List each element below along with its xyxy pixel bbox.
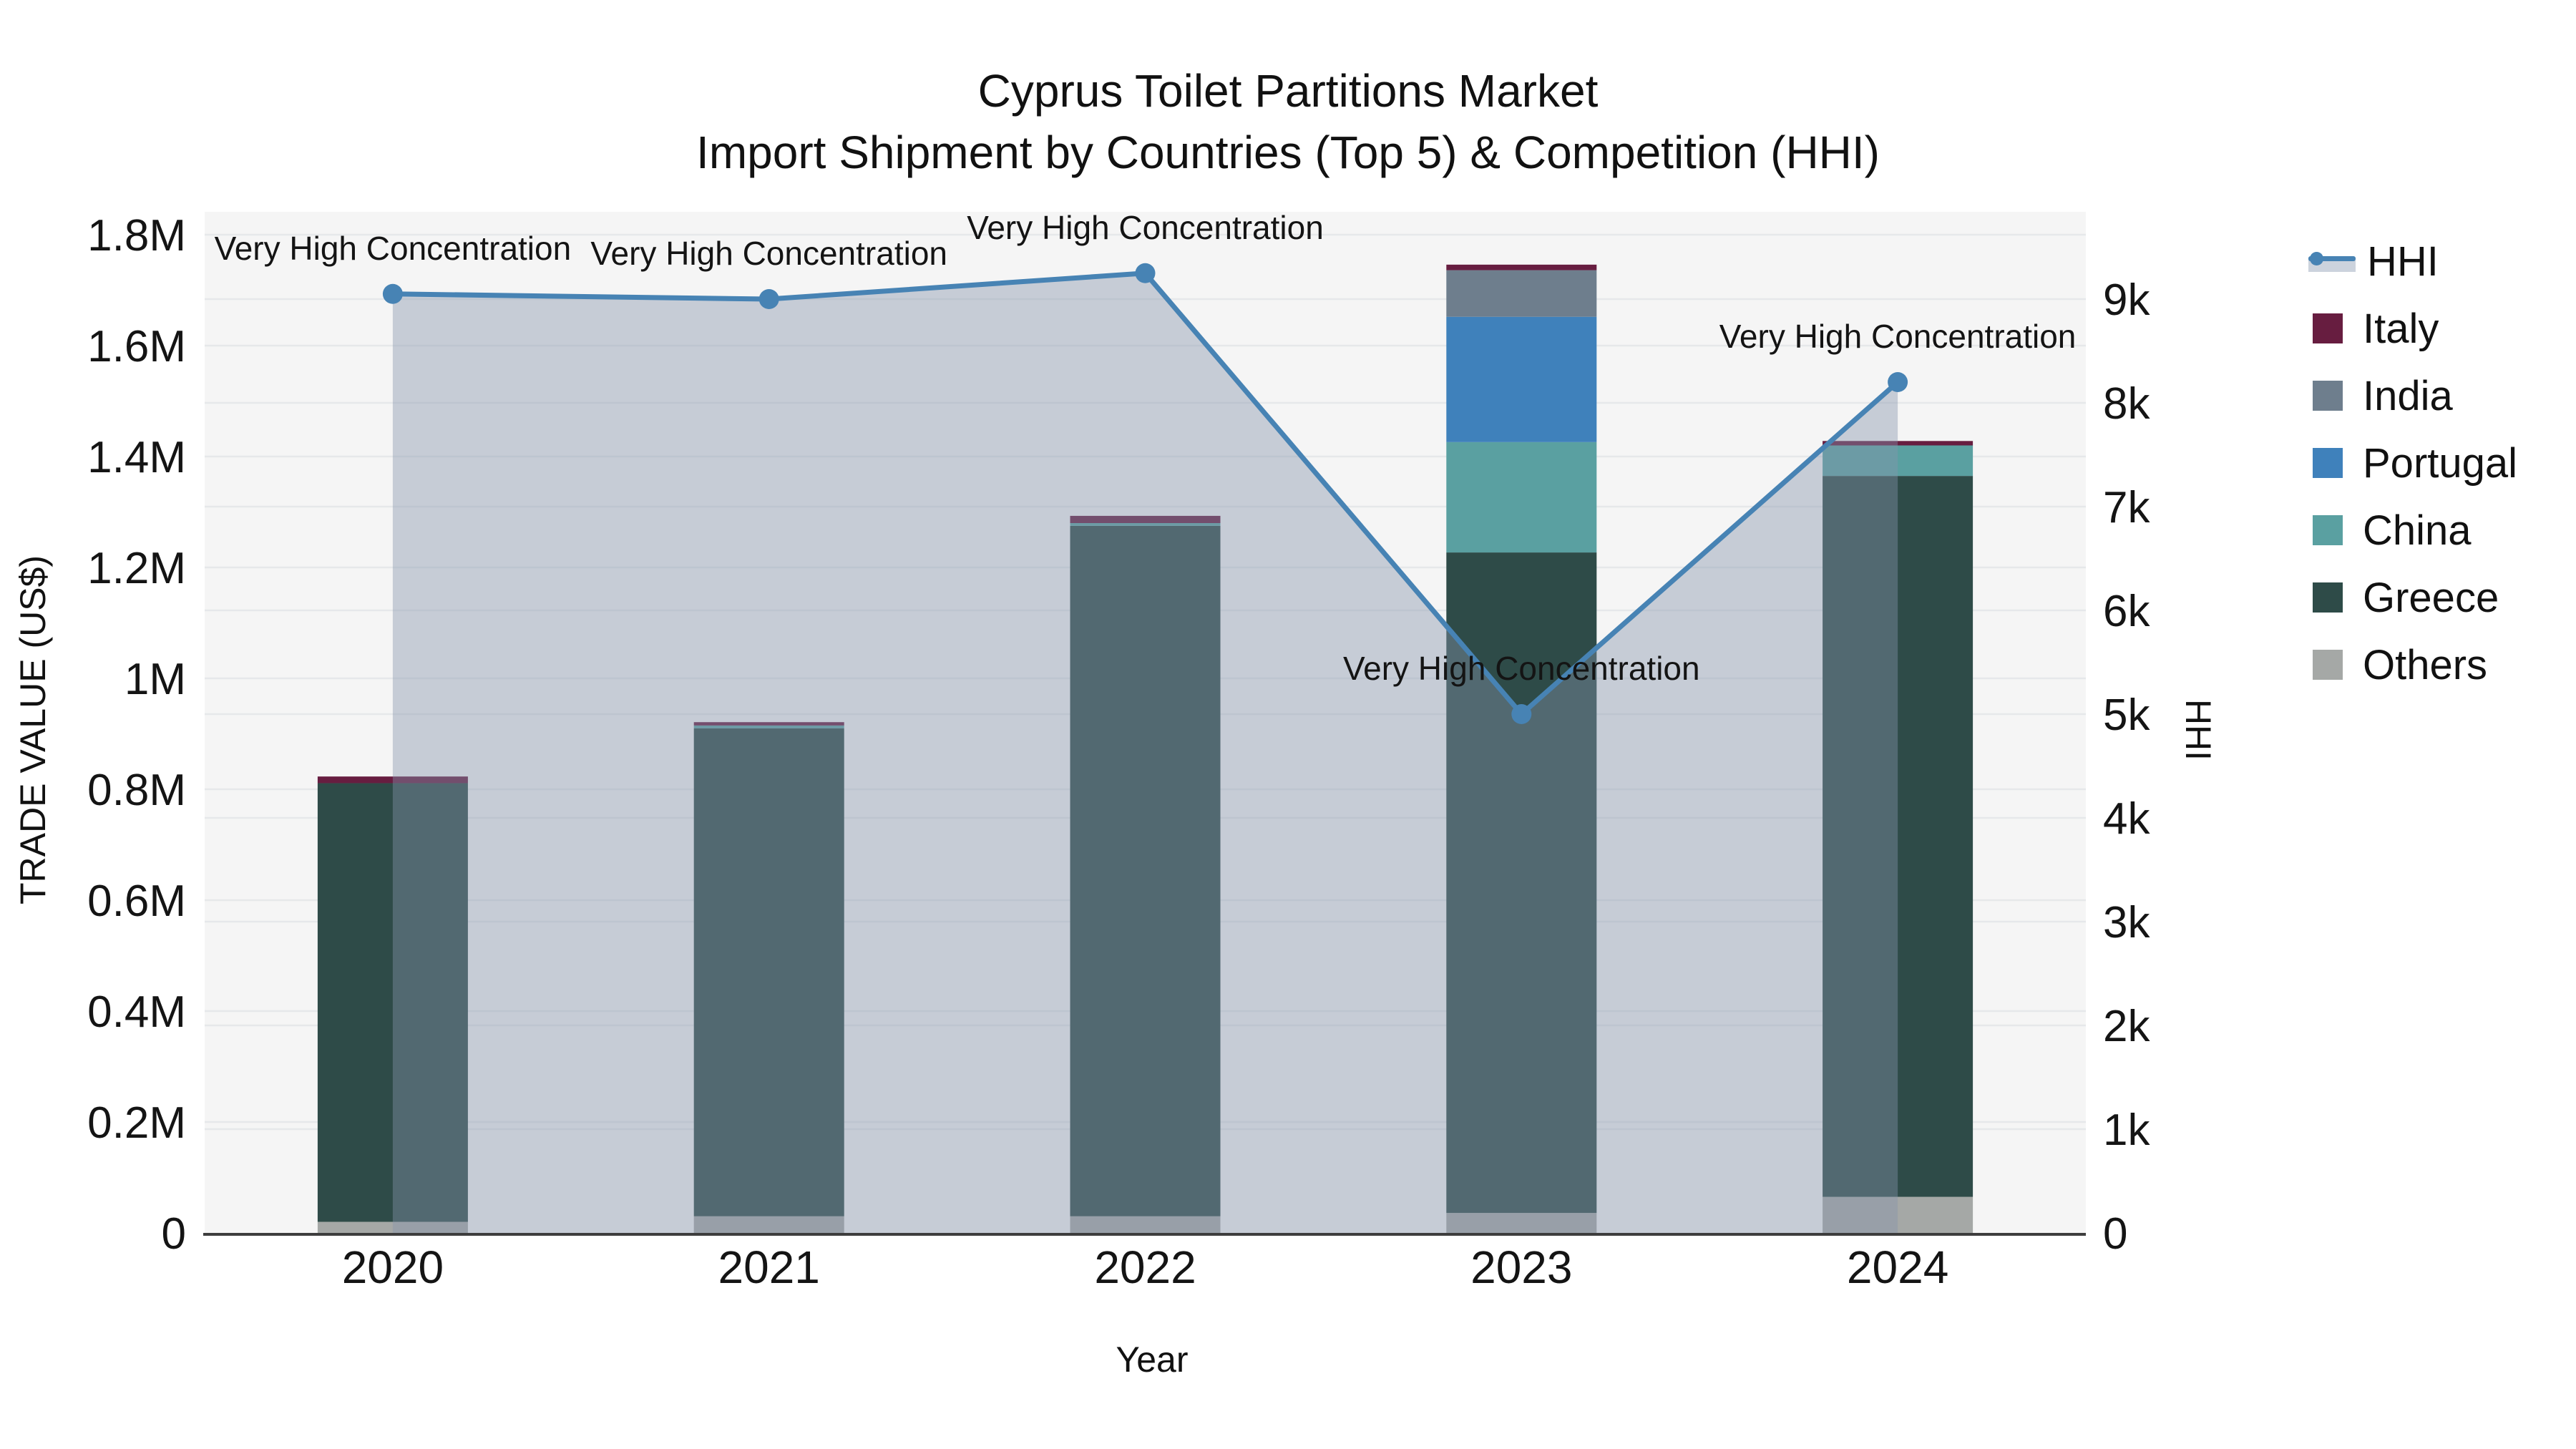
legend-swatch-icon: [2313, 448, 2343, 478]
x-axis-tick-label: 2023: [1470, 1241, 1572, 1293]
bar-segment-china-2023[interactable]: [1446, 441, 1597, 553]
bar-segment-china-2022[interactable]: [1070, 523, 1221, 526]
left-axis-tick-label: 0.8M: [87, 766, 186, 815]
bar-segment-italy-2023[interactable]: [1446, 264, 1597, 270]
right-axis-tick-label: 7k: [2103, 483, 2150, 532]
right-axis-tick-label: 9k: [2103, 275, 2150, 325]
hhi-marker-2020[interactable]: [382, 283, 403, 304]
y-axis-title-right: HHI: [2178, 698, 2218, 761]
right-axis-tick-label: 8k: [2103, 379, 2150, 429]
left-axis-tick-label: 0: [162, 1209, 186, 1259]
bar-segment-greece-2022[interactable]: [1070, 525, 1221, 1216]
bar-segment-china-2024[interactable]: [1823, 445, 1974, 477]
right-axis-tick-label: 2k: [2103, 1002, 2150, 1051]
left-axis-tick-label: 1.2M: [87, 544, 186, 593]
right-axis-tick-label: 3k: [2103, 898, 2150, 947]
legend: HHI Italy India Portugal China Greece Others: [2308, 228, 2517, 698]
legend-item-india[interactable]: India: [2313, 362, 2517, 429]
hhi-marker-2022[interactable]: [1135, 263, 1156, 283]
legend-label: Portugal: [2363, 439, 2518, 487]
bar-segment-greece-2020[interactable]: [317, 783, 468, 1222]
bar-segment-portugal-2023[interactable]: [1446, 316, 1597, 442]
bar-segment-greece-2024[interactable]: [1823, 476, 1974, 1197]
bar-segment-italy-2022[interactable]: [1070, 515, 1221, 523]
bar-segment-india-2023[interactable]: [1446, 270, 1597, 317]
bar-segment-italy-2021[interactable]: [693, 722, 844, 726]
bar-segment-greece-2023[interactable]: [1446, 552, 1597, 1214]
left-axis-tick-label: 1.6M: [87, 322, 186, 371]
right-axis-tick-label: 6k: [2103, 587, 2150, 636]
bar-segment-others-2023[interactable]: [1446, 1213, 1597, 1233]
legend-swatch-icon: [2313, 313, 2343, 343]
legend-label: HHI: [2367, 238, 2439, 285]
bar-segment-others-2022[interactable]: [1070, 1216, 1221, 1233]
hhi-area-fill: [392, 273, 1898, 1233]
legend-label: Greece: [2363, 574, 2499, 621]
annotation-very-high-concentration: Very High Concentration: [215, 230, 572, 267]
legend-item-greece[interactable]: Greece: [2313, 564, 2517, 631]
legend-item-italy[interactable]: Italy: [2313, 295, 2517, 362]
hhi-marker-2021[interactable]: [758, 289, 779, 309]
legend-swatch-icon: [2313, 515, 2343, 545]
legend-swatch-icon: [2313, 381, 2343, 411]
legend-label: China: [2363, 507, 2472, 554]
right-axis-tick-label: 4k: [2103, 794, 2150, 844]
annotation-very-high-concentration: Very High Concentration: [967, 209, 1324, 246]
chart-title-line2: Import Shipment by Countries (Top 5) & C…: [696, 127, 1880, 178]
chart-title-line1: Cyprus Toilet Partitions Market: [977, 65, 1599, 117]
bar-segment-others-2024[interactable]: [1823, 1196, 1974, 1233]
legend-item-hhi[interactable]: HHI: [2308, 228, 2517, 295]
x-axis-tick-label: 2021: [718, 1241, 820, 1293]
left-axis-tick-label: 1.8M: [87, 211, 186, 260]
hhi-marker-2024[interactable]: [1888, 372, 1908, 392]
bar-segment-italy-2024[interactable]: [1823, 441, 1974, 446]
x-axis-tick-label: 2024: [1847, 1241, 1948, 1293]
legend-swatch-icon: [2313, 650, 2343, 680]
x-axis-tick-label: 2022: [1094, 1241, 1196, 1293]
bar-segment-greece-2021[interactable]: [693, 728, 844, 1216]
legend-label: India: [2363, 372, 2453, 419]
x-axis-title: Year: [1116, 1340, 1189, 1380]
annotation-very-high-concentration: Very High Concentration: [1343, 650, 1700, 687]
right-axis-tick-label: 0: [2103, 1209, 2127, 1259]
legend-item-portugal[interactable]: Portugal: [2313, 429, 2517, 497]
legend-label: Others: [2363, 641, 2488, 688]
legend-item-china[interactable]: China: [2313, 497, 2517, 564]
x-axis-tick-label: 2020: [342, 1241, 444, 1293]
left-axis-tick-label: 1.4M: [87, 433, 186, 482]
left-axis-tick-label: 0.2M: [87, 1098, 186, 1148]
left-axis-tick-label: 0.6M: [87, 877, 186, 926]
annotation-very-high-concentration: Very High Concentration: [590, 235, 947, 272]
legend-line-marker-icon: [2308, 250, 2356, 272]
y-axis-title-left: TRADE VALUE (US$): [13, 555, 53, 905]
bar-segment-italy-2020[interactable]: [317, 776, 468, 784]
annotation-very-high-concentration: Very High Concentration: [1719, 318, 2077, 355]
bar-segment-china-2021[interactable]: [693, 725, 844, 728]
bar-segment-others-2020[interactable]: [317, 1221, 468, 1234]
bar-segment-others-2021[interactable]: [693, 1216, 844, 1233]
right-axis-tick-label: 1k: [2103, 1106, 2150, 1155]
legend-item-others[interactable]: Others: [2313, 631, 2517, 698]
legend-label: Italy: [2363, 305, 2439, 352]
right-axis-tick-label: 5k: [2103, 691, 2150, 740]
hhi-marker-2023[interactable]: [1511, 704, 1532, 724]
left-axis-tick-label: 1M: [125, 655, 186, 704]
left-axis-tick-label: 0.4M: [87, 987, 186, 1037]
legend-swatch-icon: [2313, 582, 2343, 613]
